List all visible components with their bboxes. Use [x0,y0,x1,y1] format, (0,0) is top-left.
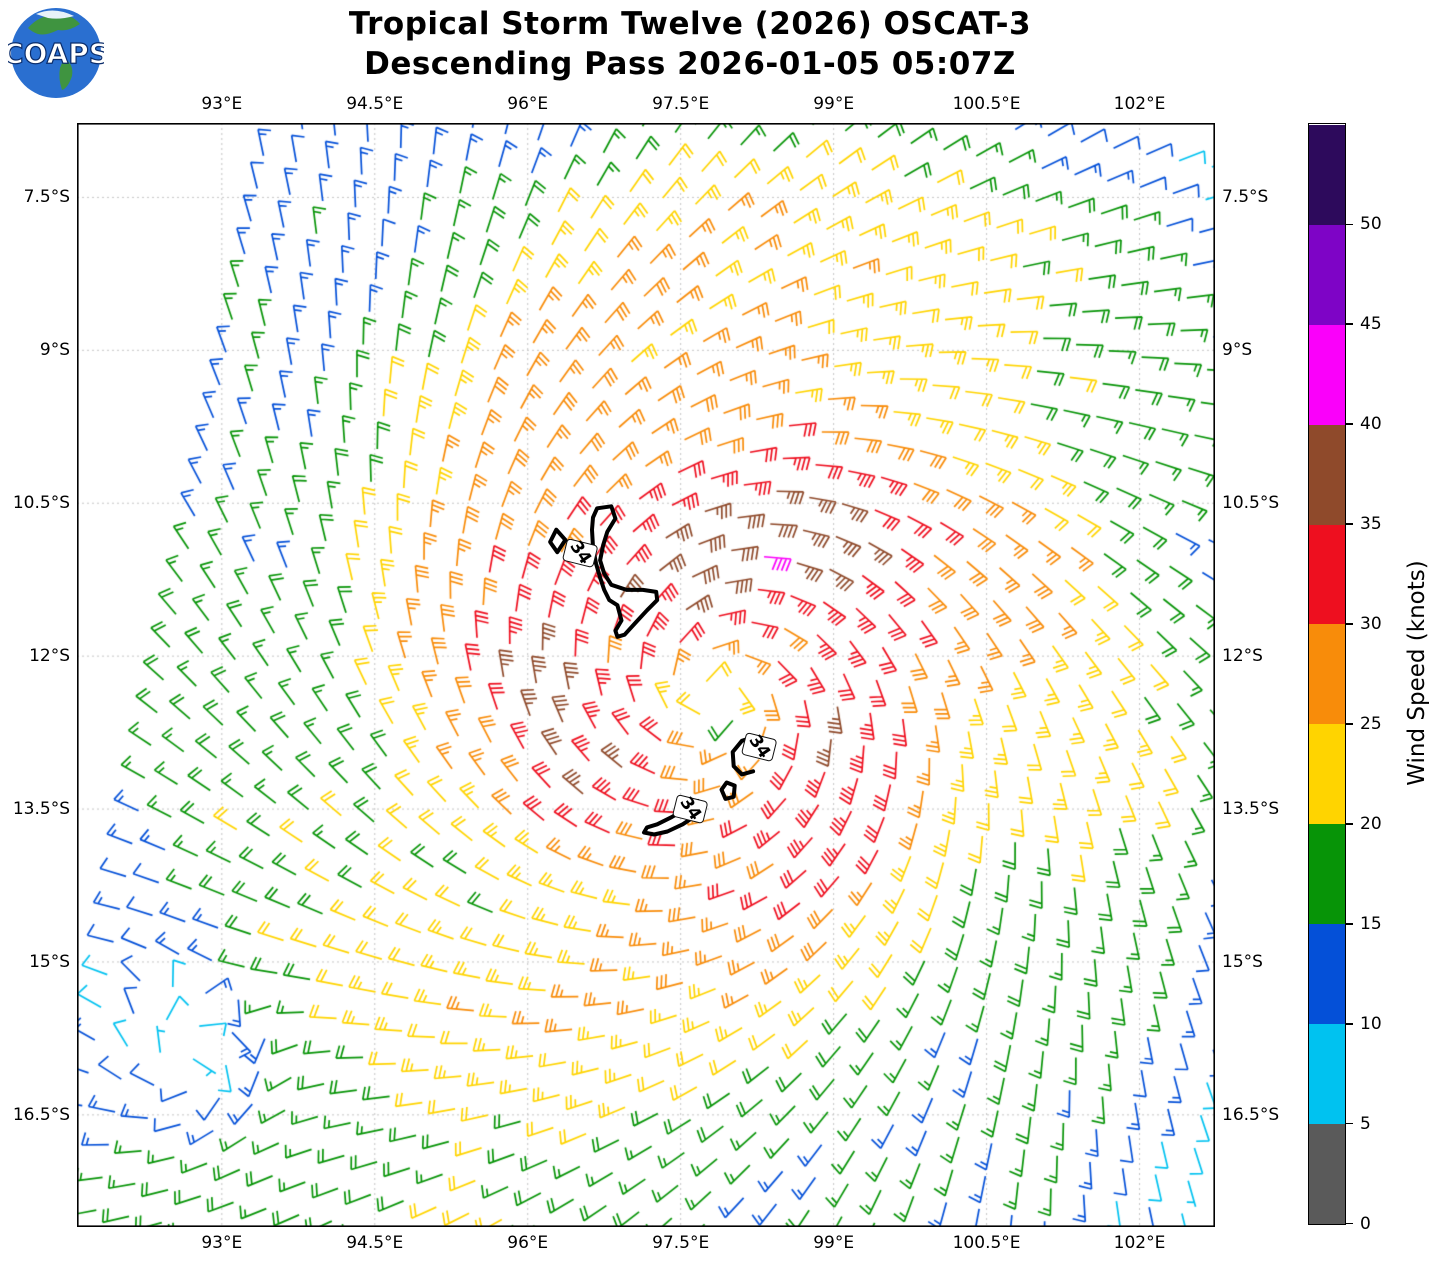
colorbar-tick-label-10: 10 [1360,1013,1382,1034]
lon-tick-label-botx-4: 99°E [813,1233,855,1253]
colorbar-segment-15-20 [1309,824,1345,925]
lon-tick-label-topx-4: 99°E [813,94,855,114]
colorbar-tick-label-30: 30 [1360,614,1382,635]
wind-radius-contour-34kt-0 [590,504,660,639]
lat-tick-label-righty-0: 7.5°S [1222,187,1269,208]
colorbar-tick-label-20: 20 [1360,813,1382,834]
colorbar-tickmark-0 [1346,1222,1353,1225]
lon-tick-label-topx-0: 93°E [201,94,243,114]
plot-frame [77,123,1216,1228]
lon-tick-label-topx-1: 94.5°E [346,94,404,114]
lat-tick-label-righty-6: 16.5°S [1222,1104,1280,1125]
ice-cap-shape [36,10,74,19]
lon-tick-label-botx-3: 97.5°E [652,1233,710,1253]
wind-barb-canvas [77,123,1215,1227]
colorbar-tick-label-15: 15 [1360,913,1382,934]
colorbar-tickmark-50 [1346,223,1353,226]
colorbar-tick-label-40: 40 [1360,414,1382,435]
lat-tick-label-lefty-3: 12°S [29,646,70,667]
colorbar-segment-35-40 [1309,424,1345,525]
lon-tick-label-botx-0: 93°E [201,1233,243,1253]
colorbar-tick-label-50: 50 [1360,214,1382,235]
colorbar-tickmark-25 [1346,723,1353,725]
lat-tick-label-righty-4: 13.5°S [1222,799,1280,820]
lat-tick-label-righty-5: 15°S [1222,951,1263,972]
colorbar-segment-5-10 [1309,1024,1345,1125]
lon-tick-label-topx-3: 97.5°E [652,94,710,114]
colorbar-tickmark-5 [1346,1122,1353,1125]
colorbar-tick-label-45: 45 [1360,314,1382,335]
colorbar-segment-0-5 [1309,1124,1345,1224]
continent-shape [59,58,73,90]
lat-tick-label-righty-2: 10.5°S [1222,493,1280,514]
colorbar-tickmark-30 [1346,623,1353,625]
map-plot-area [77,123,1216,1228]
lat-tick-label-lefty-0: 7.5°S [23,187,70,208]
lat-tick-label-righty-1: 9°S [1222,340,1253,361]
colorbar-tickmark-15 [1346,923,1353,925]
colorbar-tick-label-35: 35 [1360,514,1382,535]
colorbar-tickmark-10 [1346,1022,1353,1025]
wind-radius-contour-34kt-3 [719,780,737,801]
lat-tick-label-righty-3: 12°S [1222,646,1263,667]
colorbar-segment-45-50 [1309,224,1345,325]
colorbar-tickmark-35 [1346,523,1353,525]
lat-tick-label-lefty-1: 9°S [39,340,70,361]
lon-tick-label-topx-6: 102°E [1113,94,1166,114]
colorbar-tick-label-5: 5 [1360,1113,1371,1134]
lat-tick-label-lefty-2: 10.5°S [12,493,70,514]
colorbar-tickmark-45 [1346,323,1353,326]
colorbar-segment-30-35 [1309,524,1345,625]
lat-tick-label-lefty-4: 13.5°S [12,799,70,820]
chart-title: Tropical Storm Twelve (2026) OSCAT-3 [348,6,1032,42]
lon-tick-label-botx-2: 96°E [507,1233,549,1253]
lon-tick-label-topx-2: 96°E [507,94,549,114]
chart-subtitle: Descending Pass 2026-01-05 05:07Z [364,46,1016,82]
contour-overlay [77,123,1216,1228]
colorbar-segment-10-15 [1309,924,1345,1025]
colorbar-tickmark-40 [1346,423,1353,425]
logo-text: COAPS [8,37,104,70]
colorbar [1308,123,1346,1225]
continent-shape [28,14,80,35]
coaps-logo: COAPS [8,8,104,98]
colorbar-tickmark-20 [1346,823,1353,825]
colorbar-title: Wind Speed (knots) [1404,560,1430,786]
wind-radius-contour-34kt-1 [548,527,568,555]
lon-tick-label-botx-6: 102°E [1113,1233,1166,1253]
lat-tick-label-lefty-5: 15°S [29,951,70,972]
colorbar-segment-20-25 [1309,724,1345,825]
colorbar-segment-25-30 [1309,624,1345,725]
lon-tick-label-botx-5: 100.5°E [952,1233,1021,1253]
colorbar-tick-label-25: 25 [1360,713,1382,734]
colorbar-segment-50-55 [1309,124,1345,225]
lat-tick-label-lefty-6: 16.5°S [12,1104,70,1125]
lon-tick-label-topx-5: 100.5°E [952,94,1021,114]
colorbar-tick-label-0: 0 [1360,1213,1371,1234]
lon-tick-label-botx-1: 94.5°E [346,1233,404,1253]
colorbar-segment-40-45 [1309,324,1345,425]
